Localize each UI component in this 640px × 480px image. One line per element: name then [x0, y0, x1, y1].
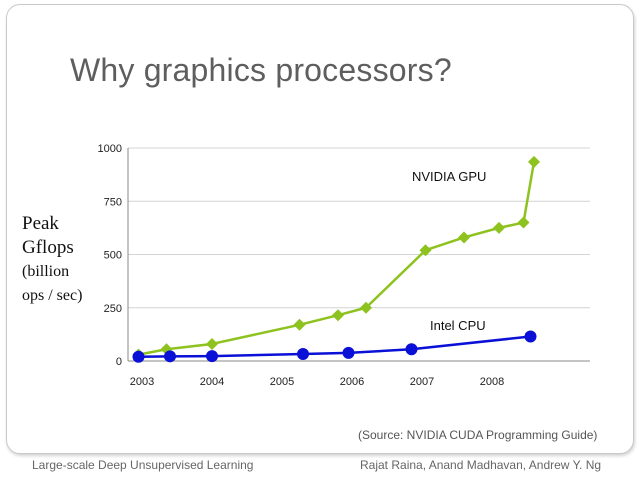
cpu-point [164, 350, 176, 363]
footer-right: Rajat Raina, Anand Madhavan, Andrew Y. N… [360, 458, 602, 472]
x-tick-label: 2003 [130, 376, 154, 388]
x-tick-label: 2006 [340, 376, 364, 388]
y-axis-label-line-2: Gflops [22, 237, 74, 258]
footer-left: Large-scale Deep Unsupervised Learning [32, 458, 254, 472]
cpu-point [405, 343, 418, 356]
y-tick-label: 750 [104, 196, 122, 208]
gpu-point [493, 221, 505, 234]
y-tick-label: 500 [104, 250, 122, 262]
y-axis-label-line-3: (billion [22, 263, 70, 280]
gpu-point [528, 155, 540, 168]
x-tick-label: 2005 [270, 376, 294, 388]
gpu-series-label: NVIDIA GPU [412, 169, 486, 184]
y-axis-label-line-1: Peak [22, 213, 59, 234]
x-tick-label: 2004 [200, 376, 224, 388]
y-axis-label-line-4: ops / sec) [22, 287, 83, 304]
cpu-series-label: Intel CPU [430, 318, 486, 333]
cpu-point [132, 350, 145, 363]
slide-frame [6, 4, 634, 454]
gpu-point [419, 244, 432, 257]
source-note: (Source: NVIDIA CUDA Programming Guide) [358, 428, 598, 442]
y-tick-label: 0 [116, 356, 122, 368]
slide-title: Why graphics processors? [70, 52, 452, 88]
gpu-point [458, 231, 470, 244]
y-tick-label: 250 [104, 303, 122, 315]
x-tick-label: 2008 [480, 376, 504, 388]
y-tick-label: 1000 [98, 143, 122, 155]
cpu-point [524, 330, 537, 343]
gpu-point [360, 301, 372, 314]
cpu-point [206, 350, 218, 363]
x-tick-label: 2007 [410, 376, 434, 388]
gpu-point [332, 309, 344, 322]
gpu-point [517, 216, 530, 229]
cpu-point [342, 346, 355, 359]
y-axis-label: Peak Gflops (billion ops / sec) [22, 212, 102, 308]
gpu-point [293, 318, 306, 331]
cpu-point [297, 347, 309, 360]
gpu-point [206, 337, 218, 350]
